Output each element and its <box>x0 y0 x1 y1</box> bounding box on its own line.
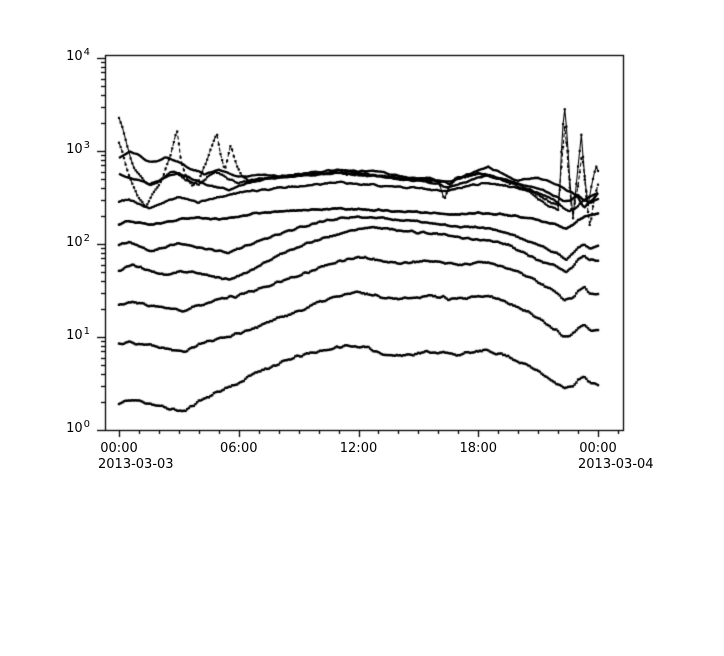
x-date-label-right: 2013-03-04 <box>578 457 654 472</box>
y-tick-label-1e0: 100 <box>28 419 90 439</box>
y-tick-exponent: 3 <box>83 140 90 151</box>
x-tick-label-0000-right: 00:00 <box>579 441 617 456</box>
y-tick-exponent: 0 <box>83 419 90 430</box>
y-tick-label-1e4: 104 <box>28 47 90 67</box>
y-tick-label-1e2: 102 <box>28 233 90 253</box>
y-tick-label-1e3: 103 <box>28 140 90 160</box>
y-tick-mantissa: 10 <box>66 142 83 157</box>
y-tick-mantissa: 10 <box>66 421 83 436</box>
y-tick-label-1e1: 101 <box>28 326 90 346</box>
x-tick-label-1200: 12:00 <box>339 441 378 456</box>
x-tick-label-0000-left: 00:00 <box>100 441 138 456</box>
x-tick-label-1800: 18:00 <box>459 441 497 456</box>
y-tick-mantissa: 10 <box>66 49 83 64</box>
y-tick-exponent: 1 <box>83 326 90 337</box>
y-tick-mantissa: 10 <box>66 235 83 250</box>
x-date-label-left: 2013-03-03 <box>98 457 174 472</box>
x-tick-label-0600: 06:00 <box>220 441 258 456</box>
y-tick-exponent: 4 <box>83 47 90 58</box>
y-tick-exponent: 2 <box>83 233 90 244</box>
y-tick-mantissa: 10 <box>66 328 83 343</box>
